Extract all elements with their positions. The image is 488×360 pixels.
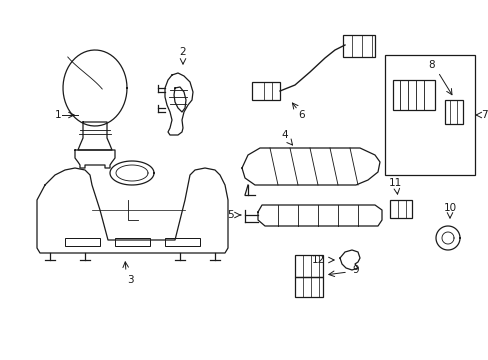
Text: 3: 3 (126, 275, 133, 285)
Text: 10: 10 (443, 203, 456, 213)
Text: 9: 9 (351, 265, 358, 275)
Bar (115, 238, 150, 246)
Bar (251, 82, 280, 100)
Bar (342, 35, 374, 57)
Text: 5: 5 (226, 210, 233, 220)
Bar (294, 277, 323, 297)
Polygon shape (258, 205, 381, 226)
Text: 7: 7 (480, 110, 487, 120)
Text: 12: 12 (311, 255, 324, 265)
Bar (389, 200, 411, 218)
Text: 2: 2 (179, 47, 186, 57)
Text: 4: 4 (281, 130, 288, 140)
Bar (392, 80, 434, 110)
Bar (444, 100, 462, 124)
Text: 11: 11 (387, 178, 401, 188)
Text: 1: 1 (55, 110, 61, 120)
Bar (294, 255, 323, 277)
Polygon shape (242, 148, 379, 185)
Text: 8: 8 (428, 60, 434, 70)
Text: 6: 6 (298, 110, 305, 120)
Bar (384, 55, 474, 175)
Bar (65, 238, 100, 246)
Polygon shape (37, 168, 227, 253)
Bar (164, 238, 200, 246)
